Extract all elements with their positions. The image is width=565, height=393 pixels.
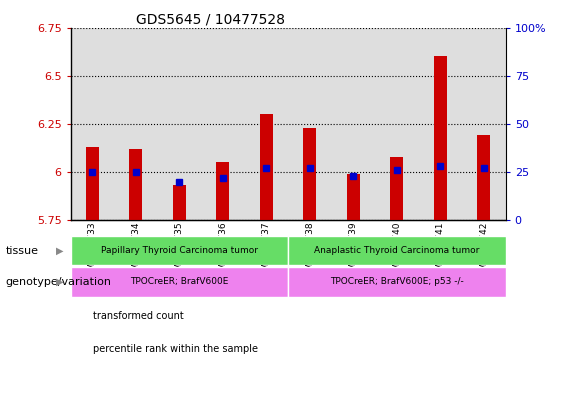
Bar	[375, 28, 419, 220]
Text: TPOCreER; BrafV600E; p53 -/-: TPOCreER; BrafV600E; p53 -/-	[330, 277, 464, 286]
Bar	[462, 28, 506, 220]
Text: TPOCreER; BrafV600E: TPOCreER; BrafV600E	[130, 277, 229, 286]
Text: ▶: ▶	[55, 246, 63, 256]
Bar	[390, 156, 403, 220]
Text: Anaplastic Thyroid Carcinoma tumor: Anaplastic Thyroid Carcinoma tumor	[314, 246, 480, 255]
Bar	[71, 236, 288, 265]
Bar	[288, 267, 506, 297]
Text: ▶: ▶	[55, 277, 63, 287]
Bar	[86, 147, 99, 220]
Bar	[71, 28, 114, 220]
Text: genotype/variation: genotype/variation	[6, 277, 112, 287]
Bar	[114, 28, 158, 220]
Bar	[260, 114, 273, 220]
Text: tissue: tissue	[6, 246, 38, 256]
Text: transformed count: transformed count	[93, 310, 184, 321]
Bar	[216, 162, 229, 220]
Bar	[245, 28, 288, 220]
Text: Papillary Thyroid Carcinoma tumor: Papillary Thyroid Carcinoma tumor	[101, 246, 258, 255]
Bar	[419, 28, 462, 220]
Text: GDS5645 / 10477528: GDS5645 / 10477528	[136, 12, 285, 26]
Bar	[288, 236, 506, 265]
Bar	[288, 28, 332, 220]
Bar	[173, 185, 186, 220]
Bar	[71, 267, 288, 297]
Bar	[434, 57, 447, 220]
Bar	[158, 28, 201, 220]
Text: percentile rank within the sample: percentile rank within the sample	[93, 344, 258, 354]
Bar	[129, 149, 142, 220]
Bar	[347, 174, 360, 220]
Bar	[303, 128, 316, 220]
Bar	[332, 28, 375, 220]
Bar	[201, 28, 245, 220]
Bar	[477, 135, 490, 220]
